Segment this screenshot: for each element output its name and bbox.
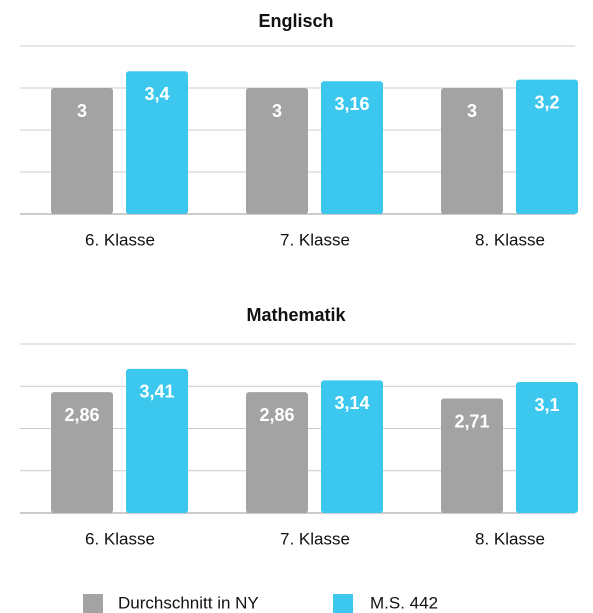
data-label: 3,2: [534, 92, 559, 112]
chart-title: Englisch: [258, 11, 333, 31]
legend-swatch: [333, 594, 353, 613]
x-tick-label: 8. Klasse: [475, 529, 545, 548]
x-tick-label: 7. Klasse: [280, 230, 350, 249]
data-label: 3,16: [334, 94, 369, 114]
bar: [246, 392, 308, 513]
chart-title: Mathematik: [246, 305, 346, 325]
bar: [321, 380, 383, 513]
legend-swatch: [83, 594, 103, 613]
data-label: 3: [467, 101, 477, 121]
legend-label: Durchschnitt in NY: [118, 593, 259, 612]
bar: [126, 71, 188, 214]
bar: [246, 88, 308, 214]
x-tick-label: 6. Klasse: [85, 230, 155, 249]
bar: [441, 398, 503, 513]
bar: [126, 368, 188, 513]
data-label: 2,71: [454, 411, 489, 431]
bar: [516, 79, 578, 214]
data-label: 2,86: [259, 405, 294, 425]
bar: [516, 382, 578, 513]
x-tick-label: 7. Klasse: [280, 529, 350, 548]
data-label: 3,14: [334, 393, 369, 413]
data-label: 2,86: [64, 405, 99, 425]
data-label: 3,41: [139, 382, 174, 402]
legend-label: M.S. 442: [370, 593, 438, 612]
data-label: 3,1: [534, 395, 559, 415]
data-label: 3: [272, 101, 282, 121]
x-tick-label: 8. Klasse: [475, 230, 545, 249]
x-tick-label: 6. Klasse: [85, 529, 155, 548]
bar: [51, 392, 113, 513]
bar: [441, 88, 503, 214]
data-label: 3: [77, 101, 87, 121]
bar: [51, 88, 113, 214]
data-label: 3,4: [144, 84, 169, 104]
bar: [321, 81, 383, 214]
